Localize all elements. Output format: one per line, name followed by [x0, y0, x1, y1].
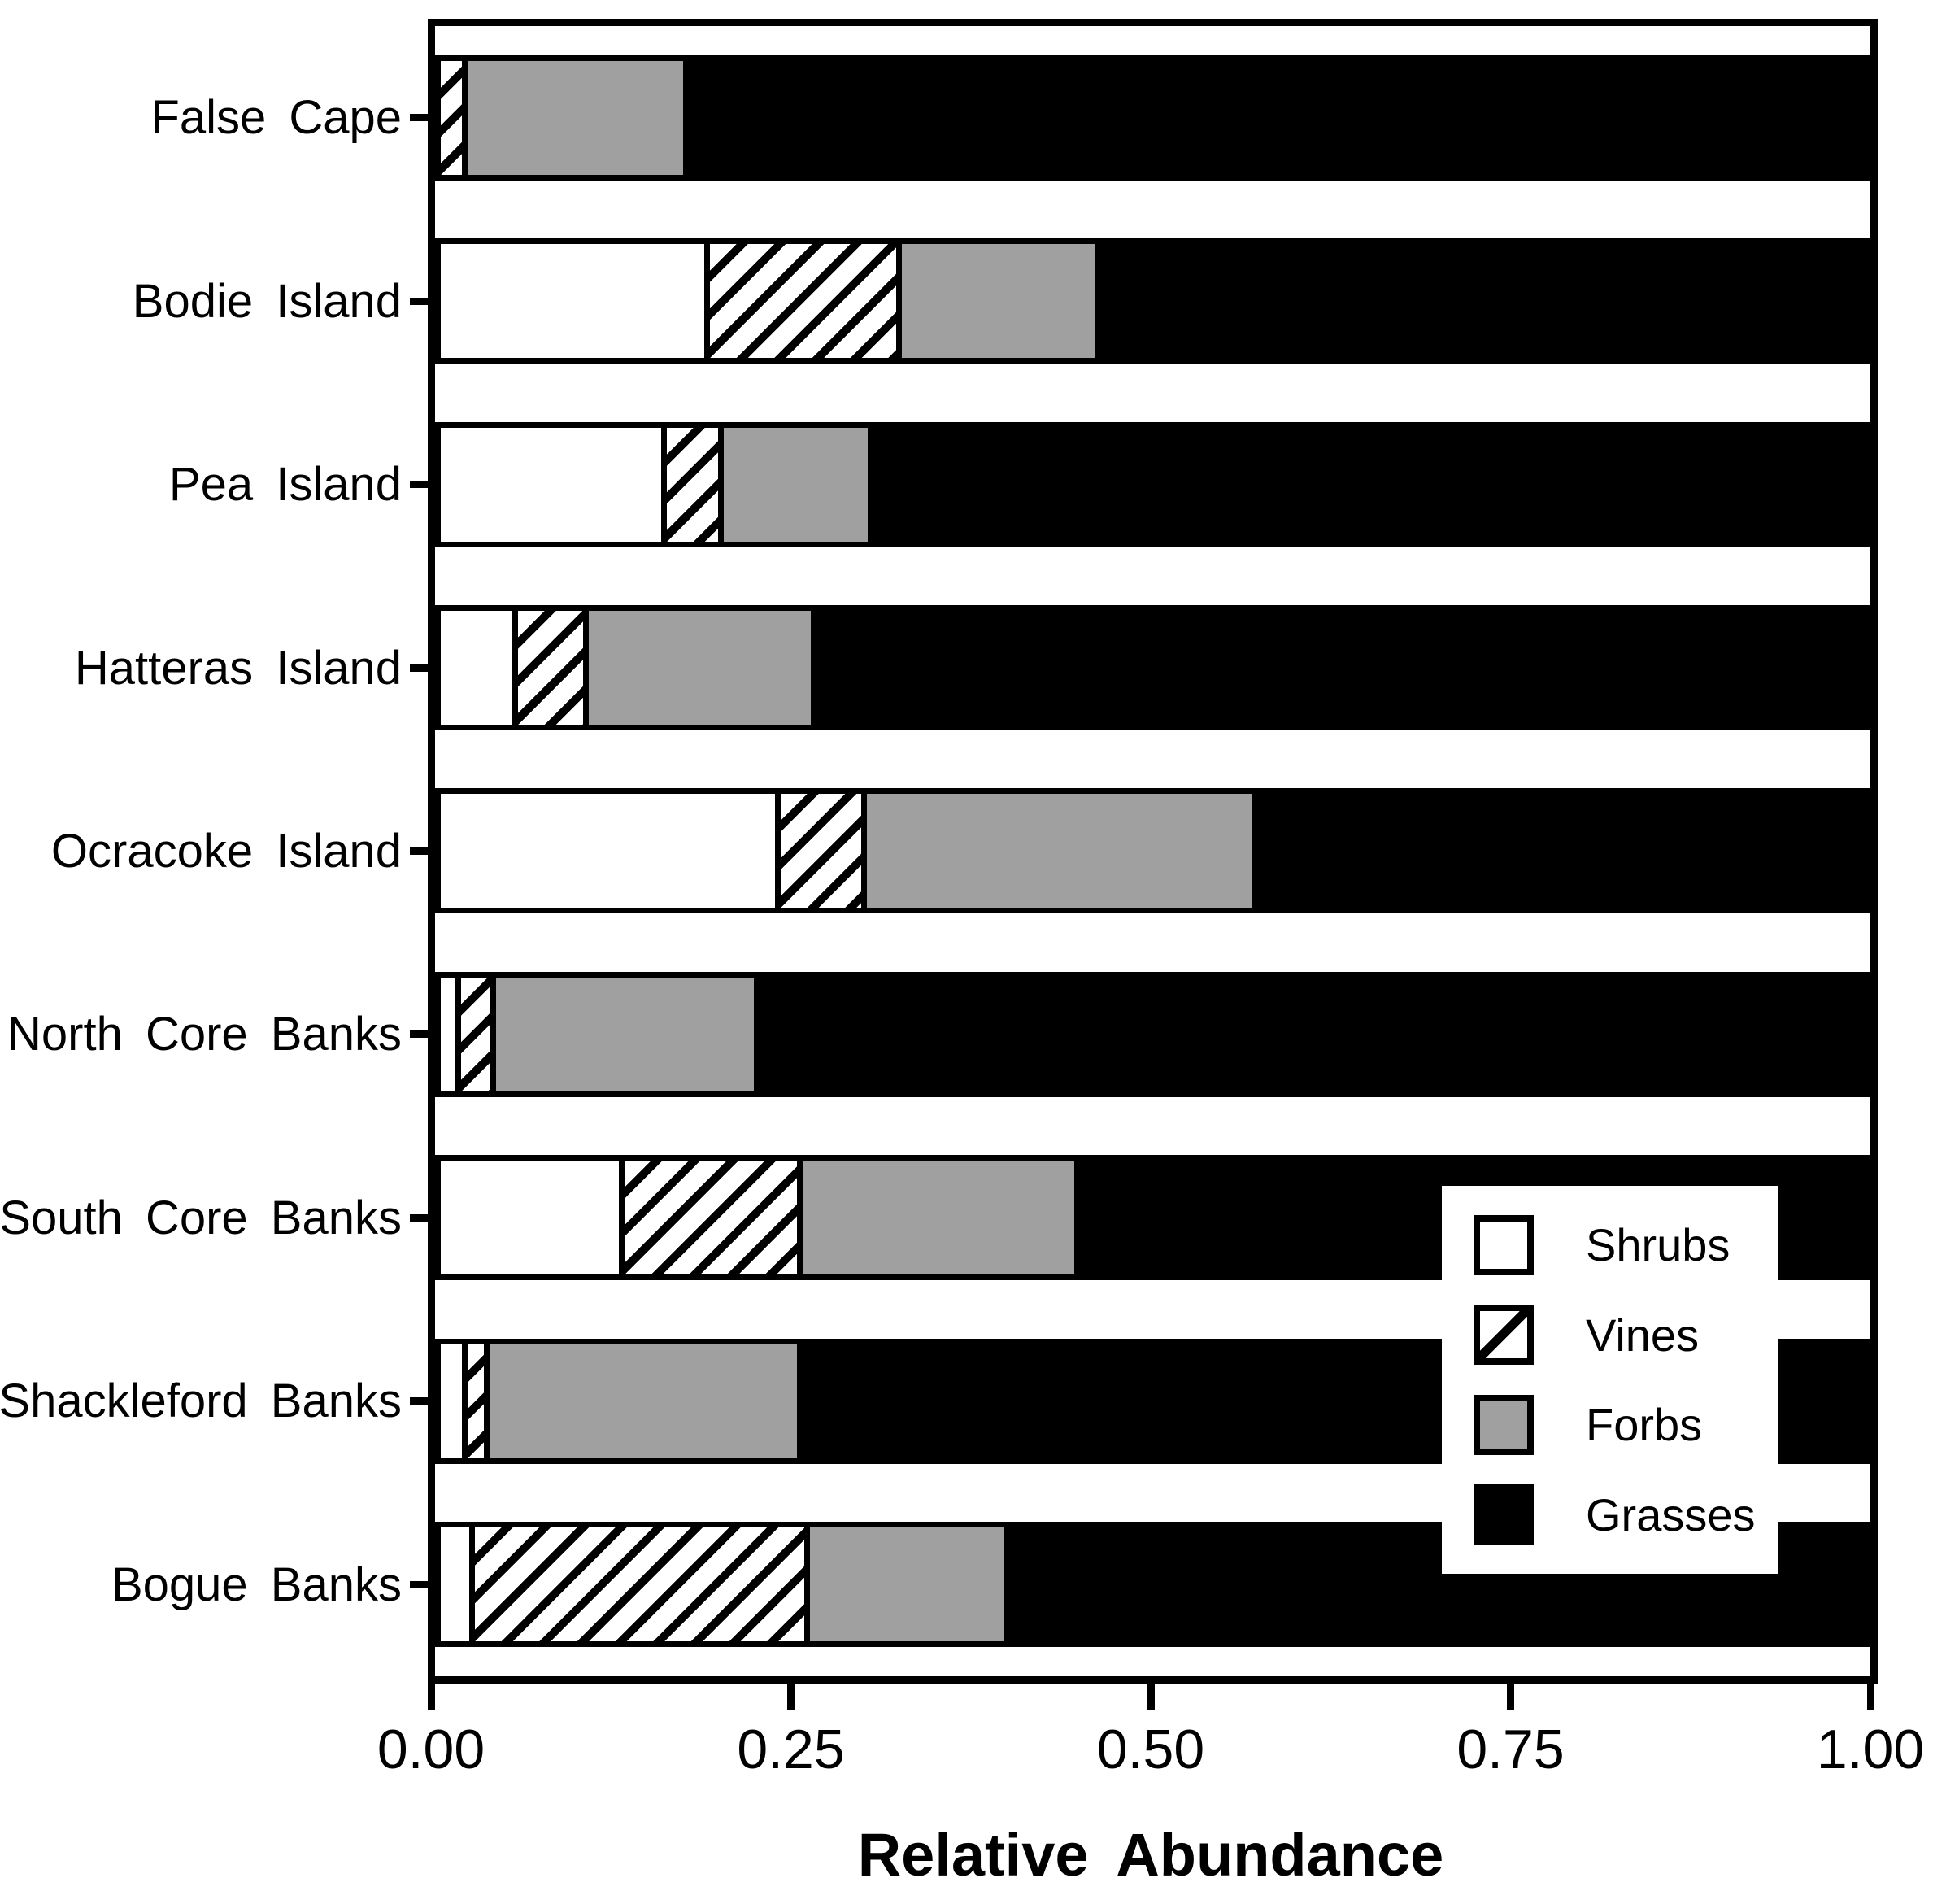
legend-label-shrubs: Shrubs: [1586, 1219, 1731, 1271]
category-label-ocracoke-island: Ocracoke Island: [50, 824, 402, 878]
legend-entry-shrubs: Shrubs: [1474, 1209, 1778, 1281]
segment-forbs-false-cape: [462, 60, 683, 175]
segment-shrubs-north-core-banks: [441, 977, 455, 1091]
legend: Shrubs Vines Forbs Grasses: [1442, 1186, 1778, 1574]
legend-swatch-forbs: [1474, 1394, 1534, 1455]
y-tick-pea-island: [410, 481, 432, 489]
legend-swatch-shrubs: [1474, 1214, 1534, 1275]
x-axis-title: Relative Abundance: [857, 1821, 1444, 1889]
category-label-pea-island: Pea Island: [168, 458, 402, 512]
legend-swatch-grasses: [1474, 1484, 1534, 1545]
segment-shrubs-south-core-banks: [441, 1161, 619, 1275]
category-label-south-core-banks: South Core Banks: [0, 1191, 402, 1244]
segment-grasses-bodie-island: [1095, 244, 1865, 359]
legend-label-forbs: Forbs: [1586, 1399, 1703, 1451]
bar-bodie-island: [435, 238, 1870, 364]
segment-forbs-bogue-banks: [803, 1527, 1004, 1642]
segment-grasses-north-core-banks: [754, 977, 1865, 1091]
y-tick-bogue-banks: [410, 1580, 432, 1588]
segment-shrubs-ocracoke-island: [441, 794, 776, 908]
segment-shrubs-hatteras-island: [441, 611, 512, 725]
segment-forbs-bodie-island: [896, 244, 1096, 359]
legend-entry-grasses: Grasses: [1474, 1479, 1778, 1550]
x-tick-mark-0.00: [427, 1684, 435, 1710]
bar-band-hatteras-island: [435, 576, 1870, 759]
legend-label-vines: Vines: [1586, 1309, 1700, 1361]
segment-forbs-pea-island: [718, 427, 869, 542]
segment-forbs-hatteras-island: [583, 611, 812, 725]
segment-grasses-pea-island: [868, 427, 1865, 542]
y-tick-bodie-island: [410, 297, 432, 305]
legend-label-grasses: Grasses: [1586, 1488, 1756, 1540]
category-label-bogue-banks: Bogue Banks: [111, 1558, 402, 1611]
bar-band-pea-island: [435, 393, 1870, 576]
y-tick-false-cape: [410, 114, 432, 122]
bar-band-bodie-island: [435, 209, 1870, 392]
segment-forbs-south-core-banks: [796, 1161, 1075, 1275]
y-tick-ocracoke-island: [410, 847, 432, 855]
x-tick-mark-0.75: [1507, 1684, 1514, 1710]
x-tick-label-0.50: 0.50: [1096, 1719, 1205, 1780]
segment-vines-south-core-banks: [618, 1161, 797, 1275]
bar-north-core-banks: [435, 971, 1870, 1097]
segment-vines-ocracoke-island: [775, 794, 861, 908]
bar-pea-island: [435, 421, 1870, 547]
segment-forbs-north-core-banks: [490, 977, 755, 1091]
x-tick-label-0.75: 0.75: [1456, 1719, 1565, 1780]
y-tick-shackleford-banks: [410, 1397, 432, 1405]
segment-vines-hatteras-island: [512, 611, 584, 725]
y-tick-north-core-banks: [410, 1030, 432, 1039]
category-label-north-core-banks: North Core Banks: [7, 1008, 402, 1061]
legend-entry-vines: Vines: [1474, 1299, 1778, 1370]
bar-band-north-core-banks: [435, 943, 1870, 1126]
segment-grasses-false-cape: [682, 60, 1865, 175]
category-label-false-cape: False Cape: [150, 91, 402, 145]
x-tick-label-0.00: 0.00: [377, 1719, 485, 1780]
segment-vines-pea-island: [661, 427, 719, 542]
segment-forbs-ocracoke-island: [860, 794, 1253, 908]
segment-shrubs-bogue-banks: [441, 1527, 470, 1642]
bar-band-false-cape: [435, 26, 1870, 209]
category-label-shackleford-banks: Shackleford Banks: [0, 1375, 402, 1428]
bar-band-ocracoke-island: [435, 760, 1870, 943]
segment-vines-bogue-banks: [469, 1527, 804, 1642]
x-tick-mark-0.25: [787, 1684, 795, 1710]
segment-grasses-ocracoke-island: [1252, 794, 1865, 908]
x-tick-label-0.25: 0.25: [737, 1719, 845, 1780]
segment-shrubs-bodie-island: [441, 244, 704, 359]
bar-hatteras-island: [435, 605, 1870, 731]
segment-vines-bodie-island: [703, 244, 897, 359]
x-tick-mark-1.00: [1866, 1684, 1874, 1710]
x-tick-mark-0.50: [1147, 1684, 1155, 1710]
segment-shrubs-pea-island: [441, 427, 662, 542]
segment-grasses-hatteras-island: [811, 611, 1865, 725]
bar-ocracoke-island: [435, 788, 1870, 914]
segment-forbs-shackleford-banks: [483, 1344, 797, 1458]
y-tick-hatteras-island: [410, 664, 432, 672]
segment-vines-false-cape: [441, 60, 463, 175]
bar-false-cape: [435, 54, 1870, 181]
segment-vines-north-core-banks: [455, 977, 491, 1091]
segment-shrubs-shackleford-banks: [441, 1344, 463, 1458]
legend-swatch-vines: [1474, 1305, 1534, 1366]
category-label-hatteras-island: Hatteras Island: [74, 641, 402, 695]
y-tick-south-core-banks: [410, 1213, 432, 1222]
legend-entry-forbs: Forbs: [1474, 1389, 1778, 1461]
x-tick-label-1.00: 1.00: [1816, 1719, 1925, 1780]
category-label-bodie-island: Bodie Island: [132, 274, 402, 328]
segment-vines-shackleford-banks: [462, 1344, 484, 1458]
